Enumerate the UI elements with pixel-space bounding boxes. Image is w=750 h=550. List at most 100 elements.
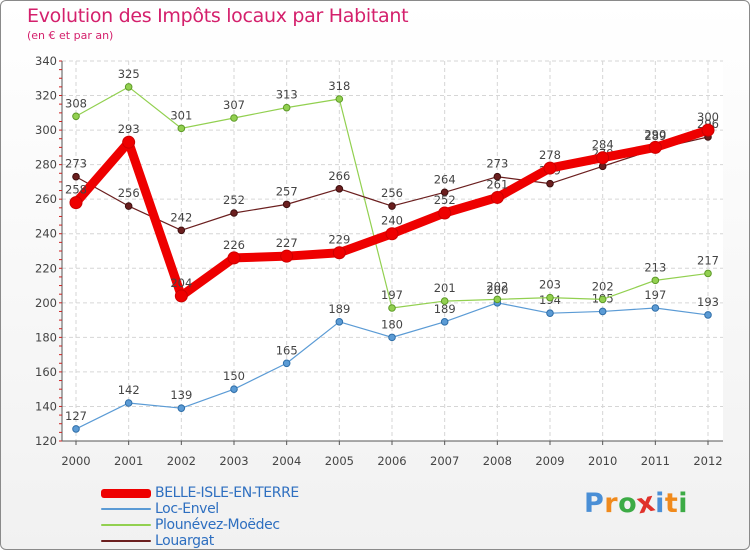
data-point <box>230 385 238 393</box>
data-point <box>282 200 291 209</box>
data-point <box>493 295 502 304</box>
data-label: 264 <box>434 172 456 186</box>
data-point <box>122 135 136 149</box>
data-label: 227 <box>276 236 298 250</box>
data-point <box>598 307 607 316</box>
logo-letter: r <box>604 488 619 519</box>
logo-letter: i <box>655 488 665 519</box>
data-label: 204 <box>170 276 192 290</box>
data-point <box>438 206 452 220</box>
data-label: 189 <box>434 302 456 316</box>
y-tick-label: 160 <box>35 365 57 379</box>
data-point <box>546 293 554 302</box>
data-label: 290 <box>644 127 666 141</box>
data-label: 301 <box>170 108 192 122</box>
data-label: 127 <box>65 409 87 423</box>
data-label: 193 <box>697 295 719 309</box>
data-label: 240 <box>381 214 403 228</box>
data-point <box>177 124 186 133</box>
data-label: 200 <box>486 283 508 297</box>
y-tick-label: 220 <box>35 261 57 275</box>
data-point <box>546 309 554 317</box>
x-tick-label: 2007 <box>430 454 459 468</box>
data-point <box>124 202 133 210</box>
data-label: 242 <box>170 210 192 224</box>
data-point <box>280 249 294 263</box>
data-label: 318 <box>328 79 350 93</box>
data-label: 197 <box>381 288 403 302</box>
data-label: 226 <box>223 238 245 252</box>
data-point <box>72 425 80 433</box>
data-point <box>388 202 396 210</box>
data-label: 293 <box>118 122 140 136</box>
data-point <box>177 404 186 412</box>
data-label: 257 <box>276 184 298 198</box>
logo-letter: P <box>584 488 605 519</box>
chart-title: Evolution des Impôts locaux par Habitant <box>27 5 409 27</box>
data-label: 284 <box>592 138 614 152</box>
legend-swatch <box>101 489 151 498</box>
series-ploun-vez-mo-dec: 308 325 301 307 313 318 197 201 202 203 202 213 217 <box>65 67 719 312</box>
data-point <box>227 251 241 265</box>
y-tick-label: 240 <box>35 227 57 241</box>
y-tick-label: 320 <box>35 89 57 103</box>
data-label: 273 <box>486 157 508 171</box>
data-point <box>704 311 712 319</box>
data-label: 150 <box>223 369 245 383</box>
data-point <box>282 359 291 368</box>
data-point <box>388 333 396 342</box>
legend-swatch <box>101 524 151 526</box>
data-point <box>704 269 712 278</box>
y-tick-label: 260 <box>35 192 57 206</box>
y-tick-label: 340 <box>35 54 57 68</box>
data-point <box>124 83 133 91</box>
data-label: 266 <box>328 169 350 183</box>
data-point <box>282 103 291 112</box>
data-point <box>701 123 715 137</box>
data-label: 300 <box>697 110 719 124</box>
y-tick-label: 120 <box>35 434 57 448</box>
data-label: 197 <box>644 288 666 302</box>
logo-letter: i <box>678 488 689 519</box>
legend-label: Loc-Envel <box>155 501 219 517</box>
x-tick-label: 2012 <box>693 454 722 468</box>
data-point <box>490 190 504 204</box>
data-label: 261 <box>486 177 508 191</box>
legend-swatch <box>101 508 151 510</box>
x-tick-label: 2004 <box>272 454 301 468</box>
data-label: 180 <box>381 317 403 331</box>
data-label: 201 <box>434 281 456 295</box>
data-point <box>546 179 554 188</box>
logo-letter: t <box>664 488 679 519</box>
data-point <box>440 297 449 305</box>
x-tick-label: 2003 <box>219 454 248 468</box>
data-label: 307 <box>223 98 245 112</box>
data-label: 278 <box>539 148 561 162</box>
data-label: 325 <box>118 67 140 81</box>
data-point <box>332 246 346 260</box>
data-label: 213 <box>644 260 666 274</box>
series-belle-isle-en-terre: 258 293 204 226 227 229 240 252 261 278 284 290 300 <box>65 110 719 303</box>
y-tick-label: 280 <box>35 158 57 172</box>
data-label: 142 <box>118 383 140 397</box>
x-tick-label: 2010 <box>588 454 617 468</box>
x-tick-label: 2000 <box>61 454 90 468</box>
logo-letter: o <box>618 488 638 519</box>
legend-label: BELLE-ISLE-EN-TERRE <box>155 485 299 501</box>
data-point <box>385 227 399 241</box>
data-label: 258 <box>65 183 87 197</box>
x-tick-label: 2002 <box>167 454 196 468</box>
data-point <box>230 114 238 122</box>
data-point <box>72 112 80 121</box>
data-point <box>174 289 188 303</box>
data-label: 203 <box>539 278 561 292</box>
x-tick-label: 2001 <box>114 454 143 468</box>
y-tick-label: 140 <box>35 399 57 413</box>
data-label: 252 <box>223 193 245 207</box>
data-point <box>335 95 344 103</box>
data-label: 165 <box>276 343 298 357</box>
data-label: 289 <box>644 129 666 143</box>
data-point <box>69 196 83 210</box>
data-point <box>651 304 660 312</box>
